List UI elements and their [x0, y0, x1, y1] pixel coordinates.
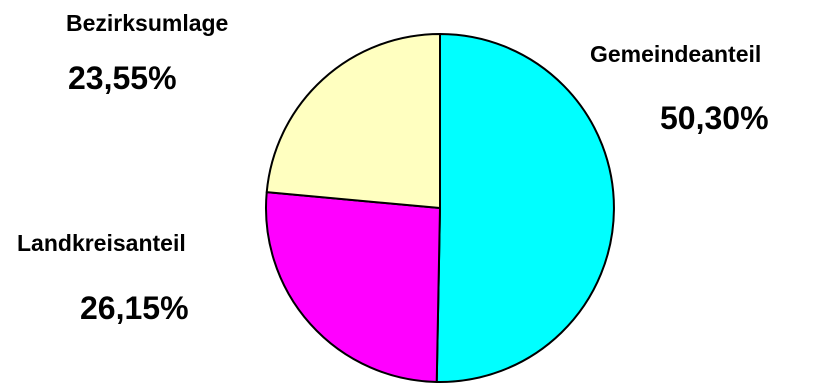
slice-label-gemeindeanteil: Gemeindeanteil [590, 41, 762, 67]
slice-label-bezirksumlage: Bezirksumlage [66, 10, 229, 36]
pie-slice-landkreisanteil [265, 191, 441, 383]
pie-slice-gemeindeanteil [435, 33, 615, 383]
slice-value-gemeindeanteil: 50,30% [660, 100, 769, 136]
slice-label-landkreisanteil: Landkreisanteil [17, 230, 186, 256]
slice-value-landkreisanteil: 26,15% [80, 290, 189, 326]
pie-slice-bezirksumlage [265, 33, 441, 209]
slice-value-bezirksumlage: 23,55% [68, 60, 177, 96]
